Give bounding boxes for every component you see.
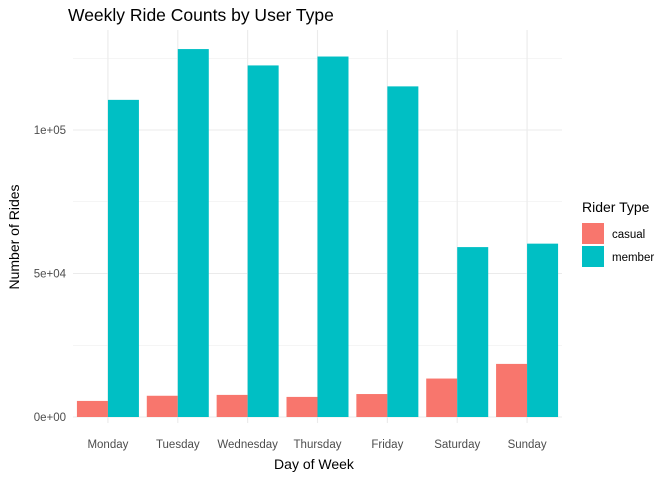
y-tick-labels: 0e+00 5e+04 1e+05 xyxy=(34,125,67,424)
x-tick-label: Saturday xyxy=(434,439,480,451)
bar-member-thursday xyxy=(317,56,349,417)
bar-casual-tuesday xyxy=(146,395,178,417)
x-tick-label: Wednesday xyxy=(217,439,278,451)
x-tick-label: Sunday xyxy=(508,439,547,451)
x-tick-label: Tuesday xyxy=(156,439,200,451)
legend-items: casual member xyxy=(582,223,654,267)
bar-casual-monday xyxy=(76,400,108,417)
bar-member-friday xyxy=(387,86,419,417)
legend-label-member: member xyxy=(612,252,654,264)
bar-member-tuesday xyxy=(177,49,209,417)
bar-casual-friday xyxy=(356,394,388,417)
x-axis-label: Day of Week xyxy=(274,456,355,472)
bar-casual-thursday xyxy=(286,396,318,417)
x-tick-label: Thursday xyxy=(294,439,342,451)
legend-label-casual: casual xyxy=(612,229,645,241)
bars xyxy=(76,49,559,418)
bar-casual-sunday xyxy=(496,363,528,417)
legend: Rider Type casual member xyxy=(582,199,654,267)
x-tick-label: Monday xyxy=(87,439,128,451)
y-tick-label: 5e+04 xyxy=(34,269,67,281)
y-tick-label: 0e+00 xyxy=(34,412,66,424)
bar-member-saturday xyxy=(457,247,489,417)
bar-member-sunday xyxy=(527,243,559,417)
legend-title: Rider Type xyxy=(582,199,650,215)
bar-casual-wednesday xyxy=(216,394,248,417)
y-tick-label: 1e+05 xyxy=(34,125,66,137)
x-tick-labels: Monday Tuesday Wednesday Thursday Friday Satu… xyxy=(87,439,546,451)
x-tick-label: Friday xyxy=(371,439,403,451)
chart-title: Weekly Ride Counts by User Type xyxy=(68,5,334,25)
legend-key-member xyxy=(582,246,604,267)
bar-member-monday xyxy=(107,99,139,418)
legend-key-casual xyxy=(582,223,604,244)
y-axis-label: Number of Rides xyxy=(6,184,22,289)
bar-member-wednesday xyxy=(247,65,279,418)
bar-casual-saturday xyxy=(426,378,458,417)
